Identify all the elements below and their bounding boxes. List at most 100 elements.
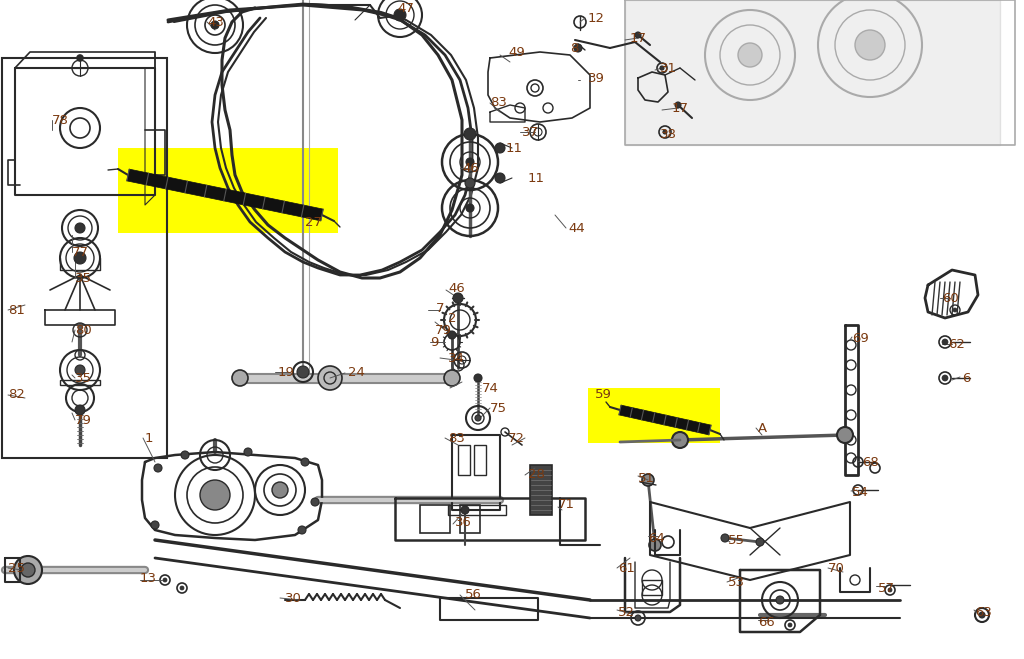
Bar — [2, 58, 167, 458]
Text: 43: 43 — [207, 16, 224, 28]
Text: 71: 71 — [558, 498, 575, 511]
Circle shape — [461, 506, 469, 514]
Text: 83: 83 — [490, 96, 507, 109]
Circle shape — [232, 370, 248, 386]
Circle shape — [75, 405, 85, 415]
Circle shape — [855, 30, 885, 60]
Circle shape — [635, 615, 641, 621]
Circle shape — [776, 596, 784, 604]
Bar — [60, 380, 100, 385]
Circle shape — [449, 331, 456, 339]
Text: 56: 56 — [465, 588, 482, 602]
Circle shape — [318, 366, 342, 390]
Text: 60: 60 — [942, 291, 958, 304]
Circle shape — [200, 480, 230, 510]
Text: 57: 57 — [878, 581, 895, 594]
Text: 69: 69 — [852, 331, 868, 345]
Bar — [458, 445, 470, 475]
Circle shape — [495, 173, 505, 183]
Circle shape — [272, 482, 288, 498]
Text: 35: 35 — [75, 372, 92, 384]
Circle shape — [675, 102, 681, 108]
Circle shape — [672, 432, 688, 448]
Text: 77: 77 — [72, 246, 89, 258]
Circle shape — [301, 458, 309, 466]
Text: 31: 31 — [660, 61, 677, 74]
Text: 8: 8 — [570, 42, 579, 55]
Circle shape — [298, 526, 306, 534]
Circle shape — [495, 143, 505, 153]
Circle shape — [75, 365, 85, 375]
Text: 11: 11 — [506, 142, 523, 154]
Circle shape — [465, 178, 475, 188]
Bar — [118, 148, 338, 233]
Text: 12: 12 — [588, 11, 605, 24]
Circle shape — [154, 464, 162, 472]
Circle shape — [979, 612, 985, 618]
Text: 72: 72 — [508, 432, 525, 445]
Polygon shape — [618, 405, 711, 435]
Text: 78: 78 — [52, 113, 69, 127]
Text: 7: 7 — [436, 302, 444, 314]
Bar — [588, 388, 720, 443]
Circle shape — [180, 586, 184, 590]
Text: 30: 30 — [285, 592, 302, 604]
Bar — [530, 465, 552, 515]
Circle shape — [297, 366, 309, 378]
Text: 1: 1 — [145, 432, 154, 445]
Text: 13: 13 — [140, 571, 157, 585]
Text: 81: 81 — [8, 304, 25, 316]
Text: 64: 64 — [648, 532, 665, 544]
Circle shape — [77, 55, 83, 61]
Circle shape — [660, 66, 664, 70]
Circle shape — [953, 308, 957, 312]
Circle shape — [942, 339, 948, 345]
Text: 61: 61 — [618, 561, 635, 575]
Circle shape — [244, 448, 252, 456]
Text: 11: 11 — [528, 171, 545, 185]
Circle shape — [163, 578, 167, 582]
Circle shape — [475, 415, 481, 421]
Circle shape — [721, 534, 729, 542]
Circle shape — [635, 32, 641, 38]
Text: 17: 17 — [672, 101, 689, 115]
Polygon shape — [625, 0, 1000, 145]
Text: 55: 55 — [728, 534, 745, 546]
Text: 74: 74 — [482, 382, 499, 395]
Text: 52: 52 — [618, 606, 635, 619]
Text: 79: 79 — [435, 324, 452, 337]
Text: 19: 19 — [278, 366, 295, 378]
Text: 66: 66 — [758, 616, 775, 629]
Circle shape — [22, 563, 35, 577]
Text: 75: 75 — [490, 401, 507, 415]
Text: 63: 63 — [975, 606, 992, 619]
Text: 59: 59 — [595, 389, 612, 401]
Text: A: A — [758, 422, 767, 434]
Text: 9: 9 — [430, 335, 438, 349]
Text: 53: 53 — [728, 575, 745, 588]
Circle shape — [888, 588, 892, 592]
Circle shape — [574, 44, 582, 52]
Text: 46: 46 — [462, 161, 479, 175]
Circle shape — [837, 427, 853, 443]
Text: 54: 54 — [852, 486, 869, 498]
Circle shape — [466, 204, 474, 212]
Text: 2: 2 — [449, 312, 457, 324]
Text: 51: 51 — [638, 471, 655, 484]
Circle shape — [151, 521, 159, 529]
Circle shape — [466, 158, 474, 166]
Text: 68: 68 — [862, 455, 879, 469]
Text: 27: 27 — [305, 215, 322, 229]
Text: 35: 35 — [75, 272, 92, 285]
Circle shape — [464, 128, 476, 140]
Circle shape — [942, 375, 948, 381]
Text: 6: 6 — [962, 372, 971, 384]
Text: 39: 39 — [588, 71, 605, 84]
Circle shape — [453, 293, 463, 303]
Circle shape — [394, 9, 406, 21]
Circle shape — [311, 498, 319, 506]
Text: 38: 38 — [660, 129, 677, 142]
Text: 62: 62 — [948, 339, 965, 351]
Text: 34: 34 — [449, 351, 465, 364]
Bar — [420, 505, 450, 533]
